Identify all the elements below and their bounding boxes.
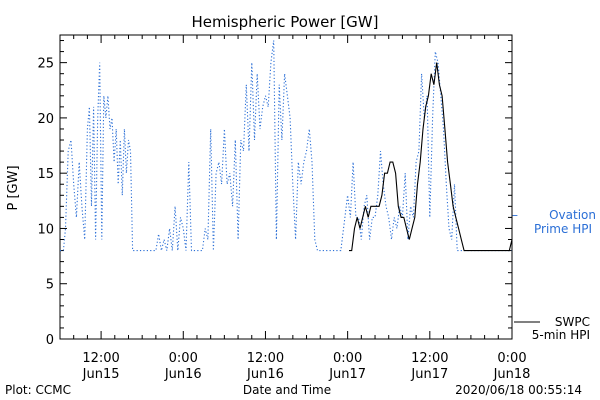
x-tick-date-label: Jun17 xyxy=(328,367,366,382)
x-tick-time-label: 12:00 xyxy=(411,351,448,366)
ovation-prime-hpi-line xyxy=(60,40,512,252)
y-tick-label: 0 xyxy=(46,333,54,348)
x-tick-time-label: 0:00 xyxy=(169,351,198,366)
x-tick-date-label: Jun15 xyxy=(82,367,120,382)
y-tick-label: 5 xyxy=(46,278,54,293)
legend-swpc-label-line1: SWPC xyxy=(555,315,590,329)
y-tick-label: 20 xyxy=(37,112,54,127)
x-tick-date-label: Jun17 xyxy=(410,367,448,382)
x-tick-time-label: 0:00 xyxy=(497,351,526,366)
x-tick-time-label: 0:00 xyxy=(333,351,362,366)
x-tick-date-label: Jun16 xyxy=(164,367,202,382)
legend-ovation-label-line2: Prime HPI xyxy=(534,222,592,236)
y-axis-label: P [GW] xyxy=(6,165,21,210)
x-axis-label: Date and Time xyxy=(243,383,331,397)
legend-ovation-label-line1: Ovation xyxy=(549,208,596,222)
legend-swpc-label-line2: 5-min HPI xyxy=(532,328,590,342)
x-tick-time-label: 12:00 xyxy=(247,351,284,366)
legend-ovation-dash: – xyxy=(512,208,518,222)
x-tick-date-label: Jun16 xyxy=(246,367,284,382)
x-tick-time-label: 12:00 xyxy=(82,351,119,366)
plot-frame xyxy=(59,34,513,340)
plot-area: 051015202512:00Jun150:00Jun1612:00Jun160… xyxy=(37,34,531,382)
y-tick-label: 25 xyxy=(37,57,54,72)
y-tick-label: 15 xyxy=(37,167,54,182)
swpc-hpi-line xyxy=(349,62,513,252)
footer-timestamp: 2020/06/18 00:55:14 xyxy=(455,383,582,397)
x-tick-date-label: Jun18 xyxy=(493,367,531,382)
chart-title: Hemispheric Power [GW] xyxy=(192,13,379,31)
y-tick-label: 10 xyxy=(37,222,54,237)
footer-plot-credit: Plot: CCMC xyxy=(5,383,71,397)
